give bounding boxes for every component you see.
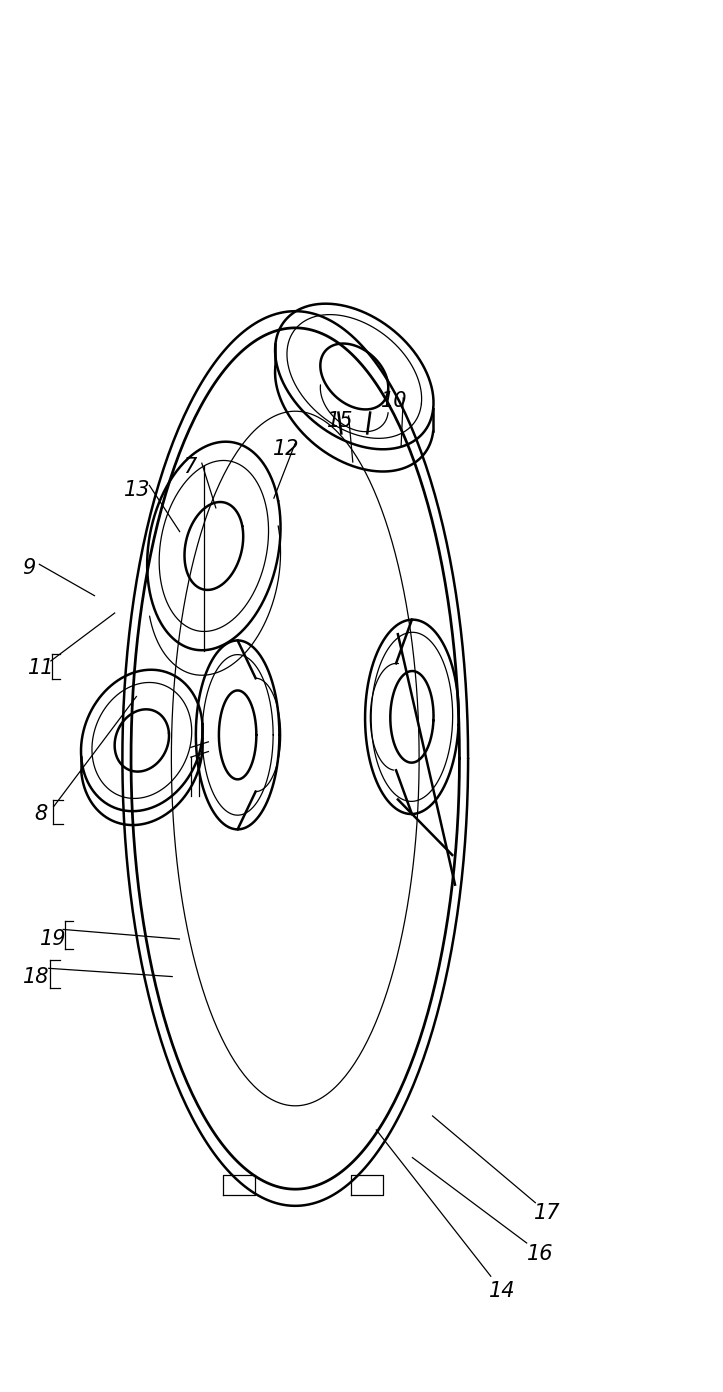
Text: 10: 10 (381, 391, 407, 412)
Text: 15: 15 (327, 411, 353, 432)
Text: 7: 7 (184, 457, 197, 477)
Text: 8: 8 (35, 805, 48, 824)
Text: 9: 9 (22, 558, 35, 578)
Text: 12: 12 (273, 438, 299, 459)
Text: 13: 13 (124, 480, 150, 500)
Text: 11: 11 (27, 658, 54, 678)
Text: 18: 18 (22, 966, 49, 987)
Text: 14: 14 (489, 1281, 515, 1300)
Text: 17: 17 (534, 1203, 560, 1222)
Text: 19: 19 (40, 928, 67, 949)
Text: 16: 16 (527, 1244, 553, 1264)
